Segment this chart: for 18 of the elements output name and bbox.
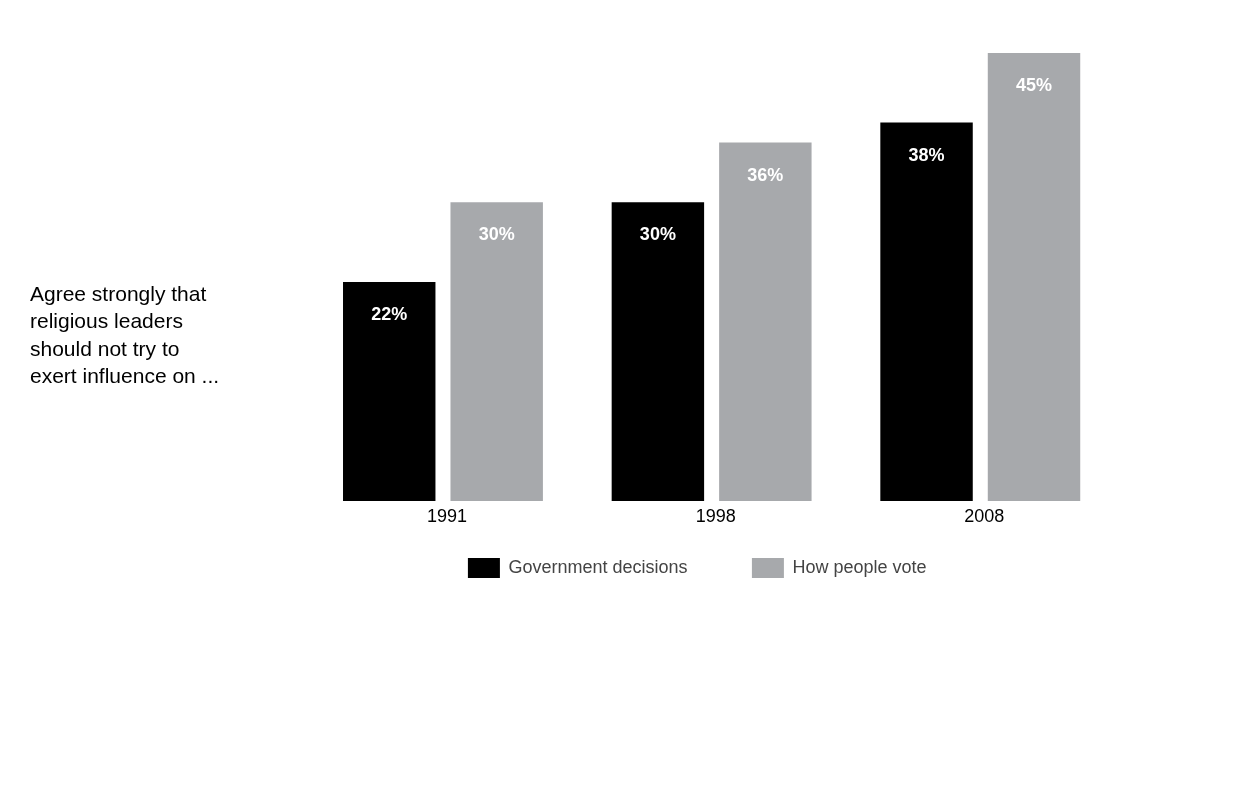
bar <box>343 281 436 501</box>
x-tick-label: 2008 <box>964 505 1005 526</box>
legend-label: How people vote <box>792 557 927 578</box>
y-axis-title: Agree strongly that religious leaders should not try to exert influence on ... <box>30 281 221 389</box>
data-label: 36% <box>747 164 784 185</box>
bar <box>611 202 705 501</box>
bar <box>987 52 1081 501</box>
data-label: 38% <box>908 144 945 165</box>
data-label: 30% <box>478 224 515 245</box>
x-tick-label: 1991 <box>426 505 468 526</box>
x-tick-label: 1998 <box>695 505 736 526</box>
bar <box>450 202 543 501</box>
bar <box>880 122 973 501</box>
legend-label: Government decisions <box>508 557 688 578</box>
data-label: 30% <box>639 224 676 245</box>
bar <box>719 142 812 501</box>
data-label: 45% <box>1015 74 1053 95</box>
data-label: 22% <box>371 303 408 324</box>
